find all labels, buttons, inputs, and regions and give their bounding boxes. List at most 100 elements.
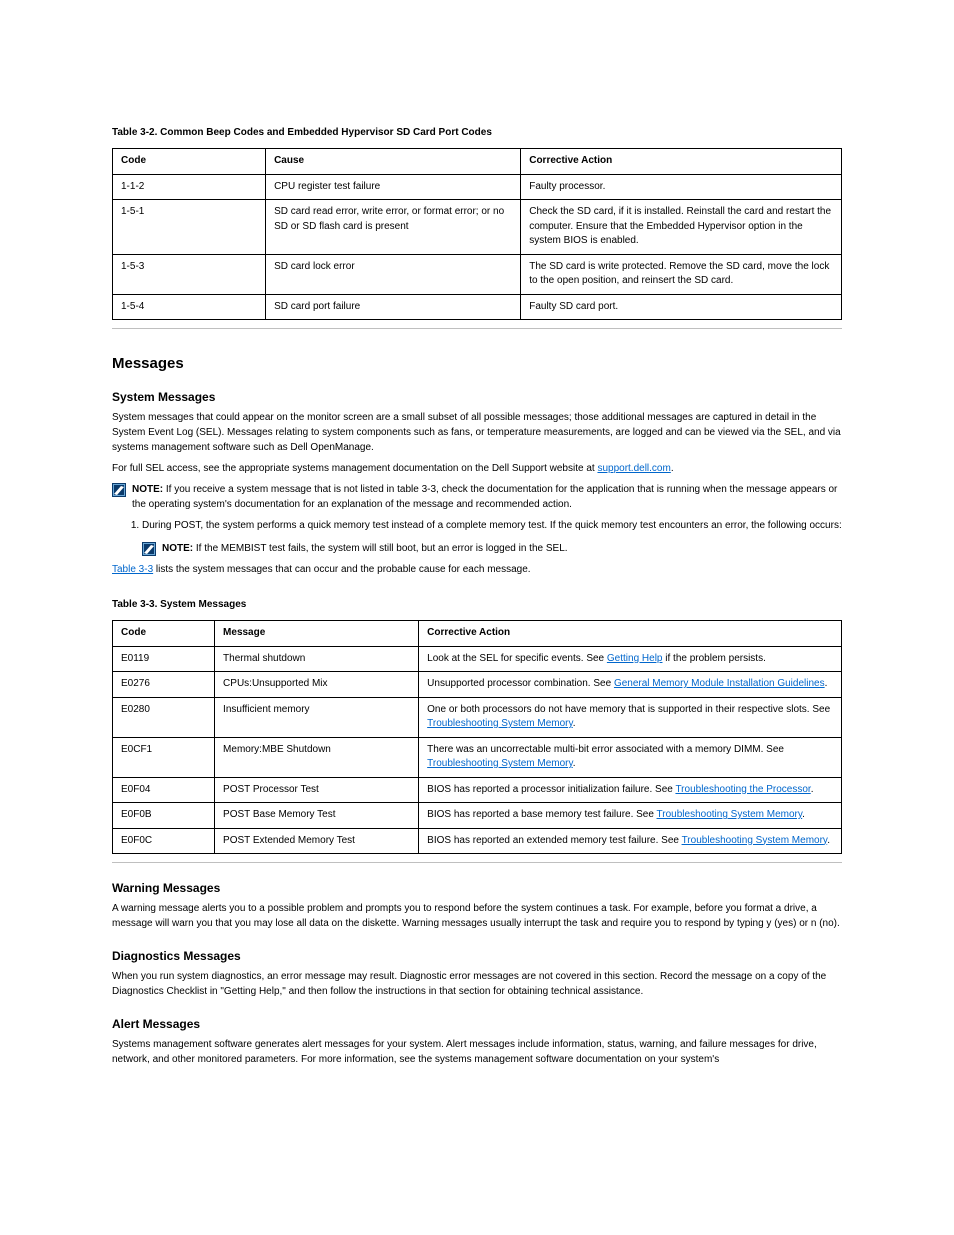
cell-cause: SD card port failure [266,294,521,320]
table-row: 1-5-4 SD card port failure Faulty SD car… [113,294,842,320]
cell-action: Faulty processor. [521,174,842,200]
cell-message: POST Extended Memory Test [215,828,419,854]
text-fragment: For full SEL access, see the appropriate… [112,463,597,474]
text-fragment: There was an uncorrectable multi-bit err… [427,744,784,755]
table-row: E0119 Thermal shutdown Look at the SEL f… [113,646,842,672]
col-code: Code [113,621,215,647]
cell-cause: SD card read error, write error, or form… [266,200,521,255]
cell-cause: CPU register test failure [266,174,521,200]
cell-cause: SD card lock error [266,254,521,294]
cell-action: Faulty SD card port. [521,294,842,320]
cell-action: There was an uncorrectable multi-bit err… [419,737,842,777]
note-body: If you receive a system message that is … [132,484,837,510]
text-fragment: BIOS has reported a base memory test fai… [427,809,656,820]
cell-action: The SD card is write protected. Remove t… [521,254,842,294]
link-troubleshoot-processor[interactable]: Troubleshooting the Processor [675,784,810,795]
cell-message: Insufficient memory [215,697,419,737]
paragraph-alert: Systems management software generates al… [112,1037,842,1067]
note-label: NOTE: [162,543,193,554]
paragraph-diagnostics: When you run system diagnostics, an erro… [112,969,842,999]
cell-code: E0CF1 [113,737,215,777]
text-fragment: . [811,784,814,795]
cell-code: 1-1-2 [113,174,266,200]
cell-action: BIOS has reported an extended memory tes… [419,828,842,854]
table2-caption: Table 3-2. Common Beep Codes and Embedde… [112,127,842,138]
page-container: Table 3-2. Common Beep Codes and Embedde… [0,0,954,1133]
note-icon [112,483,126,497]
cell-message: CPUs:Unsupported Mix [215,672,419,698]
heading-messages: Messages [112,355,842,372]
cell-action: BIOS has reported a processor initializa… [419,777,842,803]
link-troubleshoot-memory[interactable]: Troubleshooting System Memory [682,835,828,846]
text-fragment: . [671,463,674,474]
link-getting-help[interactable]: Getting Help [607,653,663,664]
text-fragment: . [573,758,576,769]
paragraph-warning: A warning message alerts you to a possib… [112,901,842,931]
heading-system-messages: System Messages [112,390,842,404]
text-fragment: Unsupported processor combination. See [427,678,614,689]
table-header-row: Code Cause Corrective Action [113,149,842,175]
note-icon [142,542,156,556]
cell-message: POST Base Memory Test [215,803,419,829]
heading-diagnostics-messages: Diagnostics Messages [112,949,842,963]
col-message: Message [215,621,419,647]
cell-action: Unsupported processor combination. See G… [419,672,842,698]
text-fragment: lists the system messages that can occur… [153,564,530,575]
list-item: During POST, the system performs a quick… [142,518,842,556]
paragraph-sysmsg-1: System messages that could appear on the… [112,410,842,455]
table-row: E0280 Insufficient memory One or both pr… [113,697,842,737]
cell-message: Thermal shutdown [215,646,419,672]
text-fragment: . [827,835,830,846]
cell-message: Memory:MBE Shutdown [215,737,419,777]
text-fragment: . [802,809,805,820]
text-fragment: Look at the SEL for specific events. See [427,653,607,664]
table-row: E0276 CPUs:Unsupported Mix Unsupported p… [113,672,842,698]
table-beep-codes: Code Cause Corrective Action 1-1-2 CPU r… [112,148,842,320]
heading-warning-messages: Warning Messages [112,881,842,895]
divider [112,862,842,863]
table-row: 1-5-1 SD card read error, write error, o… [113,200,842,255]
note-text: NOTE: If the MEMBIST test fails, the sys… [162,541,568,556]
paragraph-sysmsg-2: For full SEL access, see the appropriate… [112,461,842,476]
text-fragment: One or both processors do not have memor… [427,704,830,715]
table-row: E0F0C POST Extended Memory Test BIOS has… [113,828,842,854]
col-action: Corrective Action [419,621,842,647]
text-fragment: . [825,678,828,689]
col-code: Code [113,149,266,175]
cell-code: E0F04 [113,777,215,803]
table3-caption: Table 3-3. System Messages [112,599,842,610]
link-memory-guidelines[interactable]: General Memory Module Installation Guide… [614,678,825,689]
cell-code: E0F0C [113,828,215,854]
table-row: E0F04 POST Processor Test BIOS has repor… [113,777,842,803]
note-label: NOTE: [132,484,163,495]
note-body: If the MEMBIST test fails, the system wi… [193,543,567,554]
text-fragment: BIOS has reported an extended memory tes… [427,835,681,846]
cell-code: E0276 [113,672,215,698]
cell-code: 1-5-1 [113,200,266,255]
link-support-dell[interactable]: support.dell.com [597,463,670,474]
note-text: NOTE: If you receive a system message th… [132,482,842,512]
cell-code: 1-5-4 [113,294,266,320]
text-fragment: BIOS has reported a processor initializa… [427,784,675,795]
col-cause: Cause [266,149,521,175]
divider [112,328,842,329]
cell-action: BIOS has reported a base memory test fai… [419,803,842,829]
cell-code: E0280 [113,697,215,737]
table-system-messages: Code Message Corrective Action E0119 The… [112,620,842,854]
table-row: 1-1-2 CPU register test failure Faulty p… [113,174,842,200]
cell-code: E0F0B [113,803,215,829]
link-table-3-3[interactable]: Table 3-3 [112,564,153,575]
col-action: Corrective Action [521,149,842,175]
table-header-row: Code Message Corrective Action [113,621,842,647]
link-troubleshoot-memory[interactable]: Troubleshooting System Memory [427,718,573,729]
cell-action: One or both processors do not have memor… [419,697,842,737]
table-row: 1-5-3 SD card lock error The SD card is … [113,254,842,294]
table-row: E0F0B POST Base Memory Test BIOS has rep… [113,803,842,829]
cell-code: E0119 [113,646,215,672]
heading-alert-messages: Alert Messages [112,1017,842,1031]
link-troubleshoot-memory[interactable]: Troubleshooting System Memory [427,758,573,769]
link-troubleshoot-memory[interactable]: Troubleshooting System Memory [657,809,803,820]
table-row: E0CF1 Memory:MBE Shutdown There was an u… [113,737,842,777]
ordered-list: During POST, the system performs a quick… [112,518,842,556]
text-fragment: if the problem persists. [662,653,765,664]
